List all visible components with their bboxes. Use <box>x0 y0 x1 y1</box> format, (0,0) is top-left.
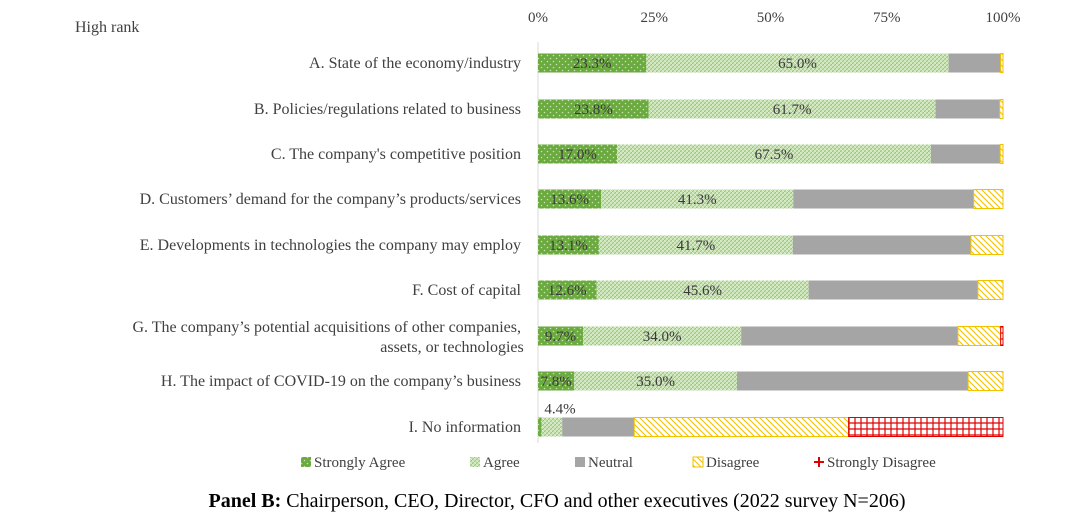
data-label: 34.0% <box>643 329 682 345</box>
bar-segment-disagree <box>967 371 1004 391</box>
bar-segment-neutral <box>793 189 974 209</box>
bar-segment-disagree <box>999 99 1004 119</box>
bar-segment-agree <box>598 235 793 255</box>
bar-segment-disagree <box>633 417 850 437</box>
bar-segment-agree <box>583 326 742 346</box>
bar-segment-agree <box>646 53 949 73</box>
bar-segment-strongly-agree <box>538 326 584 346</box>
category-label: E. Developments in technologies the comp… <box>140 237 521 254</box>
bar-segment-strongly-agree <box>538 53 647 73</box>
x-tick-label: 0% <box>528 10 548 26</box>
data-label: 4.4% <box>544 402 575 418</box>
legend-swatch-agree <box>470 457 480 467</box>
category-label: I. No information <box>409 419 521 436</box>
category-label: A. State of the economy/industry <box>309 55 521 72</box>
legend-label: Strongly Agree <box>314 455 406 471</box>
category-label: H. The impact of COVID-19 on the company… <box>161 373 521 390</box>
bar-segment-disagree <box>977 280 1004 300</box>
category-label-line: B. Policies/regulations related to busin… <box>254 101 521 118</box>
legend-swatch-neutral <box>575 457 585 467</box>
corner-label: High rank <box>75 19 139 36</box>
category-label: D. Customers’ demand for the company’s p… <box>140 191 521 208</box>
bar-segment-strongly-agree <box>538 189 602 209</box>
category-label-line: E. Developments in technologies the comp… <box>140 237 521 254</box>
bar-segment-disagree <box>970 235 1004 255</box>
bar-segment-neutral <box>930 144 1001 164</box>
bar-segment-neutral <box>935 99 1000 119</box>
chart-caption: Panel B: Chairperson, CEO, Director, CFO… <box>208 490 905 512</box>
legend-label: Disagree <box>706 455 760 471</box>
category-label-line: C. The company's competitive position <box>271 146 521 163</box>
bar-segment-disagree <box>1000 53 1004 73</box>
x-tick-label: 25% <box>641 10 669 26</box>
bar-segment-strongly-agree <box>538 280 597 300</box>
x-tick-label: 50% <box>757 10 785 26</box>
data-label: 23.8% <box>574 102 613 118</box>
bar-segment-agree <box>596 280 809 300</box>
legend-label: Strongly Disagree <box>827 455 936 471</box>
legend-label: Agree <box>483 455 520 471</box>
bar-segment-strongly-disagree <box>1000 326 1004 346</box>
data-label: 13.1% <box>549 238 588 254</box>
category-label: C. The company's competitive position <box>271 146 521 163</box>
category-label-line: A. State of the economy/industry <box>309 55 521 72</box>
category-label-line: H. The impact of COVID-19 on the company… <box>161 373 521 390</box>
data-label: 23.3% <box>573 56 612 72</box>
legend-swatch-strongly-disagree <box>814 457 824 467</box>
bar-segment-agree <box>648 99 936 119</box>
data-label: 17.0% <box>558 147 597 163</box>
bar-segment-disagree <box>973 189 1004 209</box>
data-label: 41.3% <box>678 192 717 208</box>
category-label: G. The company’s potential acquisitions … <box>132 319 523 356</box>
bar-segment-neutral <box>737 371 969 391</box>
bar-segment-neutral <box>792 235 971 255</box>
category-label-line: G. The company’s potential acquisitions … <box>132 319 521 336</box>
bar-segment-agree <box>601 189 794 209</box>
bar-segment-strongly-disagree <box>848 417 1004 437</box>
bar-segment-disagree <box>999 144 1004 164</box>
caption-bold: Panel B: <box>208 490 281 512</box>
bar-segment-strongly-agree <box>538 144 618 164</box>
bar-segment-neutral <box>808 280 978 300</box>
category-label-line: assets, or technologies <box>380 339 524 356</box>
bar-segment-agree <box>574 371 738 391</box>
bar-segment-neutral <box>562 417 635 437</box>
bar-segment-disagree <box>957 326 1002 346</box>
x-tick-label: 100% <box>986 10 1021 26</box>
legend-label: Neutral <box>588 455 633 471</box>
data-label: 9.7% <box>545 329 576 345</box>
bar-segment-neutral <box>948 53 1001 73</box>
legend-swatch-disagree <box>692 456 704 468</box>
data-label: 65.0% <box>778 56 817 72</box>
bar-segment-strongly-agree <box>538 99 649 119</box>
bar-segment-strongly-agree <box>538 371 575 391</box>
data-label: 61.7% <box>773 102 812 118</box>
bar-segment-strongly-agree <box>538 417 542 437</box>
bar-segment-strongly-agree <box>538 235 599 255</box>
category-label-line: F. Cost of capital <box>412 282 521 299</box>
category-label: F. Cost of capital <box>412 282 521 299</box>
data-label: 7.8% <box>541 374 572 390</box>
category-label: B. Policies/regulations related to busin… <box>254 101 521 118</box>
legend-swatch-strongly-agree <box>301 457 311 467</box>
category-label-line: D. Customers’ demand for the company’s p… <box>140 191 521 208</box>
x-tick-label: 75% <box>873 10 901 26</box>
caption-text: Chairperson, CEO, Director, CFO and othe… <box>281 490 905 512</box>
data-label: 41.7% <box>676 238 715 254</box>
data-label: 13.6% <box>550 192 589 208</box>
data-label: 45.6% <box>683 283 722 299</box>
bar-segment-agree <box>617 144 931 164</box>
data-label: 35.0% <box>636 374 675 390</box>
data-label: 67.5% <box>755 147 794 163</box>
bar-segment-agree <box>541 417 563 437</box>
data-label: 12.6% <box>548 283 587 299</box>
bar-segment-neutral <box>741 326 958 346</box>
category-label-line: I. No information <box>409 419 521 436</box>
